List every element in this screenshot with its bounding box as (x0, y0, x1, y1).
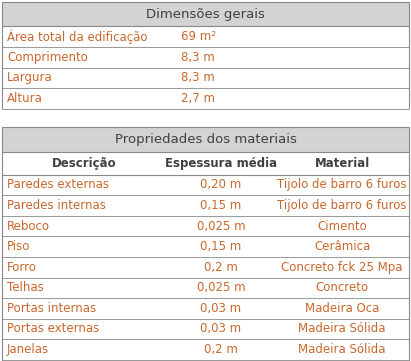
Bar (2, 236, 409, 257)
Bar (2, 2, 409, 26)
Text: 0,15 m: 0,15 m (200, 240, 242, 253)
Text: 0,025 m: 0,025 m (196, 281, 245, 294)
Text: Paredes externas: Paredes externas (7, 178, 109, 191)
Text: Espessura média: Espessura média (165, 157, 277, 170)
Text: 8,3 m: 8,3 m (181, 51, 215, 64)
Text: Material: Material (314, 157, 370, 170)
Bar (2, 26, 409, 47)
Text: Descrição: Descrição (52, 157, 117, 170)
Text: Dimensões gerais: Dimensões gerais (146, 8, 265, 21)
Text: Telhas: Telhas (7, 281, 44, 294)
Bar (2, 175, 409, 195)
Text: 2,7 m: 2,7 m (181, 92, 215, 105)
Text: Concreto: Concreto (316, 281, 369, 294)
Text: 69 m²: 69 m² (181, 30, 216, 43)
Bar (2, 257, 409, 278)
Text: Cerâmica: Cerâmica (314, 240, 370, 253)
Text: Tijolo de barro 6 furos: Tijolo de barro 6 furos (277, 199, 407, 212)
Text: 0,03 m: 0,03 m (200, 302, 242, 315)
Bar (2, 152, 409, 175)
Bar (2, 278, 409, 298)
Text: 0,20 m: 0,20 m (200, 178, 242, 191)
Text: Concreto fck 25 Mpa: Concreto fck 25 Mpa (282, 261, 403, 274)
Text: 0,03 m: 0,03 m (200, 322, 242, 335)
Text: Paredes internas: Paredes internas (7, 199, 106, 212)
Text: Portas internas: Portas internas (7, 302, 96, 315)
Bar (2, 319, 409, 339)
Text: 0,025 m: 0,025 m (196, 219, 245, 232)
Text: Madeira Sólida: Madeira Sólida (298, 343, 386, 356)
Bar (2, 127, 409, 152)
Text: 8,3 m: 8,3 m (181, 71, 215, 84)
Text: 0,2 m: 0,2 m (204, 343, 238, 356)
Bar (2, 360, 409, 361)
Text: Reboco: Reboco (7, 219, 50, 232)
Text: Madeira Sólida: Madeira Sólida (298, 322, 386, 335)
Bar (2, 68, 409, 88)
Text: Largura: Largura (7, 71, 53, 84)
Text: Piso: Piso (7, 240, 30, 253)
Text: Altura: Altura (7, 92, 43, 105)
Text: Madeira Oca: Madeira Oca (305, 302, 379, 315)
Text: Forro: Forro (7, 261, 37, 274)
Bar (2, 88, 409, 109)
Text: Área total da edificação: Área total da edificação (7, 29, 148, 44)
Text: Propriedades dos materiais: Propriedades dos materiais (115, 133, 296, 146)
Text: Cimento: Cimento (317, 219, 367, 232)
Bar (2, 339, 409, 360)
Bar (2, 47, 409, 68)
Text: 0,2 m: 0,2 m (204, 261, 238, 274)
Text: Janelas: Janelas (7, 343, 49, 356)
Bar (2, 298, 409, 319)
Text: Tijolo de barro 6 furos: Tijolo de barro 6 furos (277, 178, 407, 191)
Bar (2, 195, 409, 216)
Text: Portas externas: Portas externas (7, 322, 99, 335)
Bar (2, 216, 409, 236)
Text: 0,15 m: 0,15 m (200, 199, 242, 212)
Text: Comprimento: Comprimento (7, 51, 88, 64)
